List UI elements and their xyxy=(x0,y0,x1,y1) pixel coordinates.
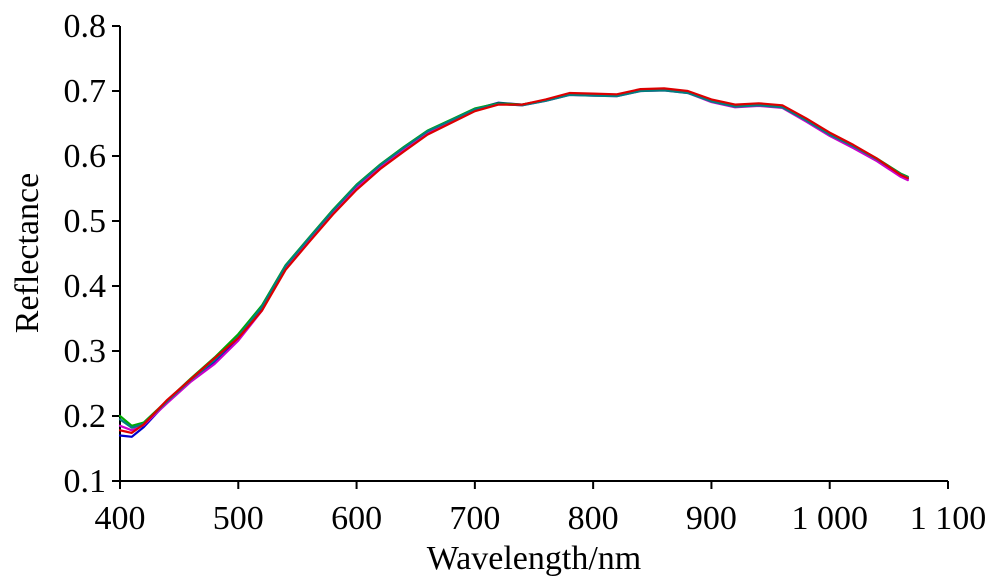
x-tick-label: 1 000 xyxy=(791,500,868,537)
series-line-1 xyxy=(118,88,909,438)
axes xyxy=(119,26,948,482)
x-axis-title: Wavelength/nm xyxy=(427,540,641,577)
series-line-2 xyxy=(118,89,909,432)
series-group xyxy=(118,87,909,438)
x-ticks: 400 500 600 700 800 900 1 000 1 100 xyxy=(95,481,987,537)
series-line-3 xyxy=(118,88,909,427)
x-tick-label: 700 xyxy=(449,500,500,537)
x-tick-label: 400 xyxy=(95,500,146,537)
y-tick-label: 0.7 xyxy=(64,73,107,110)
series-line-5 xyxy=(118,87,909,434)
y-tick-label: 0.2 xyxy=(64,398,107,435)
x-tick-label: 600 xyxy=(331,500,382,537)
x-tick-label: 500 xyxy=(213,500,264,537)
y-tick-label: 0.6 xyxy=(64,138,107,175)
y-ticks: 0.1 0.2 0.3 0.4 0.5 0.6 0.7 0.8 xyxy=(64,8,120,500)
y-tick-label: 0.8 xyxy=(64,8,107,45)
series-line-4 xyxy=(118,89,909,429)
x-tick-label: 900 xyxy=(686,500,737,537)
x-tick-label: 1 100 xyxy=(910,500,987,537)
y-tick-label: 0.1 xyxy=(64,463,107,500)
y-axis-title: Reflectance xyxy=(9,173,46,333)
y-tick-label: 0.3 xyxy=(64,333,107,370)
y-tick-label: 0.4 xyxy=(64,268,107,305)
y-tick-label: 0.5 xyxy=(64,203,107,240)
x-tick-label: 800 xyxy=(568,500,619,537)
